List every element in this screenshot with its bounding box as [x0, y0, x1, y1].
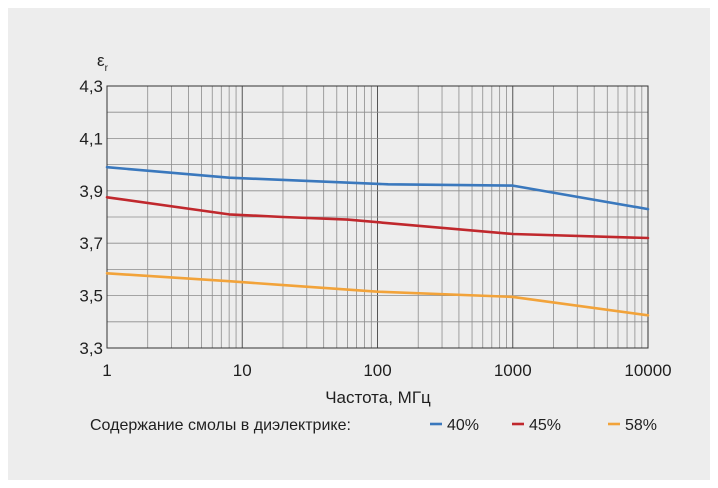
y-tick-label: 4,1 — [79, 129, 103, 148]
grid — [107, 86, 648, 348]
x-tick-label: 10000 — [624, 361, 671, 380]
series-line-45pct — [105, 196, 650, 240]
x-tick-label: 1 — [102, 361, 111, 380]
x-tick-label: 100 — [363, 361, 391, 380]
y-tick-label: 3,7 — [79, 234, 103, 253]
x-tick-label: 1000 — [494, 361, 532, 380]
legend-title: Содержание смолы в диэлектрике: — [90, 417, 351, 434]
x-tick-label: 10 — [233, 361, 252, 380]
tick-labels: 3,3 3,5 3,7 3,9 4,1 4,3 1 10 100 1000 10000 — [79, 77, 671, 380]
y-axis-title: εr — [97, 51, 109, 74]
x-axis-title: Частота, МГц — [325, 388, 431, 407]
y-axis-title-sub: r — [105, 63, 109, 74]
series-lines — [105, 165, 650, 317]
series-line-58pct — [105, 271, 650, 317]
y-tick-label: 3,5 — [79, 287, 103, 306]
plot-frame — [106, 85, 649, 349]
legend-label-40pct: 40% — [447, 417, 479, 434]
legend: Содержание смолы в диэлектрике: 40% 45% 58… — [90, 417, 657, 434]
y-tick-label: 3,3 — [79, 339, 103, 358]
chart-panel — [8, 8, 710, 480]
y-axis-title-main: ε — [97, 51, 105, 70]
y-tick-label: 3,9 — [79, 182, 103, 201]
legend-label-45pct: 45% — [529, 417, 561, 434]
y-tick-label: 4,3 — [79, 77, 103, 96]
legend-label-58pct: 58% — [625, 417, 657, 434]
series-line-40pct — [105, 165, 650, 211]
